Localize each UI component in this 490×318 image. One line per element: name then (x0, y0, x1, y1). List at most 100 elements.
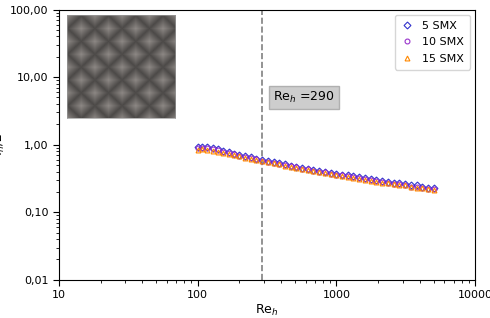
15 SMX (288, 165, 294, 169)
10 SMX (396, 182, 402, 186)
10 SMX (385, 181, 391, 185)
5 SMX (322, 170, 328, 174)
5 SMX (220, 149, 226, 152)
15 SMX (242, 156, 248, 160)
15 SMX (220, 151, 226, 155)
15 SMX (425, 187, 431, 191)
10 SMX (311, 169, 317, 173)
15 SMX (237, 155, 243, 158)
10 SMX (408, 185, 414, 189)
10 SMX (282, 163, 288, 167)
15 SMX (373, 180, 379, 184)
5 SMX (231, 152, 237, 156)
15 SMX (333, 173, 339, 176)
15 SMX (276, 162, 282, 166)
10 SMX (210, 147, 216, 151)
15 SMX (414, 186, 419, 190)
15 SMX (322, 171, 328, 175)
5 SMX (265, 159, 270, 163)
10 SMX (379, 180, 385, 184)
5 SMX (316, 169, 322, 173)
Line: 10 SMX: 10 SMX (195, 145, 436, 191)
5 SMX (276, 162, 282, 165)
15 SMX (299, 167, 305, 171)
5 SMX (350, 175, 356, 178)
15 SMX (356, 177, 362, 181)
10 SMX (425, 187, 431, 191)
5 SMX (356, 175, 362, 179)
15 SMX (408, 185, 414, 189)
5 SMX (339, 173, 345, 176)
10 SMX (419, 186, 425, 190)
15 SMX (419, 186, 425, 190)
10 SMX (294, 166, 299, 169)
5 SMX (299, 166, 305, 170)
15 SMX (195, 148, 200, 152)
10 SMX (322, 170, 328, 174)
5 SMX (253, 157, 259, 161)
15 SMX (253, 158, 259, 162)
15 SMX (265, 160, 270, 164)
5 SMX (294, 165, 299, 169)
15 SMX (270, 162, 276, 165)
15 SMX (391, 182, 396, 186)
5 SMX (402, 182, 408, 186)
10 SMX (248, 156, 254, 160)
15 SMX (316, 170, 322, 174)
15 SMX (396, 183, 402, 187)
10 SMX (414, 185, 419, 189)
5 SMX (282, 162, 288, 166)
15 SMX (305, 168, 311, 172)
5 SMX (379, 179, 385, 183)
10 SMX (345, 175, 351, 178)
5 SMX (414, 183, 419, 187)
5 SMX (288, 164, 294, 168)
15 SMX (199, 147, 205, 151)
10 SMX (270, 161, 276, 165)
15 SMX (248, 157, 254, 161)
10 SMX (373, 179, 379, 183)
Y-axis label: f$_h$/2: f$_h$/2 (0, 133, 7, 156)
10 SMX (356, 176, 362, 180)
10 SMX (333, 173, 339, 176)
10 SMX (215, 148, 221, 152)
10 SMX (368, 178, 374, 182)
15 SMX (282, 164, 288, 168)
15 SMX (204, 148, 210, 152)
5 SMX (195, 145, 200, 149)
10 SMX (276, 162, 282, 166)
5 SMX (368, 177, 374, 181)
5 SMX (237, 153, 243, 157)
15 SMX (368, 179, 374, 183)
15 SMX (311, 169, 317, 173)
5 SMX (391, 181, 396, 185)
15 SMX (294, 166, 299, 170)
10 SMX (195, 147, 200, 150)
15 SMX (402, 183, 408, 187)
15 SMX (345, 175, 351, 179)
15 SMX (350, 176, 356, 180)
5 SMX (225, 150, 231, 154)
10 SMX (199, 146, 205, 150)
10 SMX (316, 170, 322, 174)
15 SMX (362, 178, 368, 182)
5 SMX (431, 186, 437, 190)
10 SMX (350, 175, 356, 179)
5 SMX (215, 147, 221, 151)
15 SMX (210, 149, 216, 152)
15 SMX (385, 181, 391, 185)
10 SMX (288, 164, 294, 168)
5 SMX (204, 146, 210, 149)
10 SMX (265, 160, 270, 164)
5 SMX (305, 167, 311, 171)
10 SMX (237, 154, 243, 157)
15 SMX (379, 181, 385, 185)
10 SMX (259, 159, 265, 162)
15 SMX (431, 189, 437, 192)
10 SMX (391, 182, 396, 186)
10 SMX (339, 174, 345, 177)
15 SMX (259, 159, 265, 163)
10 SMX (220, 150, 226, 154)
5 SMX (345, 174, 351, 177)
10 SMX (362, 177, 368, 181)
